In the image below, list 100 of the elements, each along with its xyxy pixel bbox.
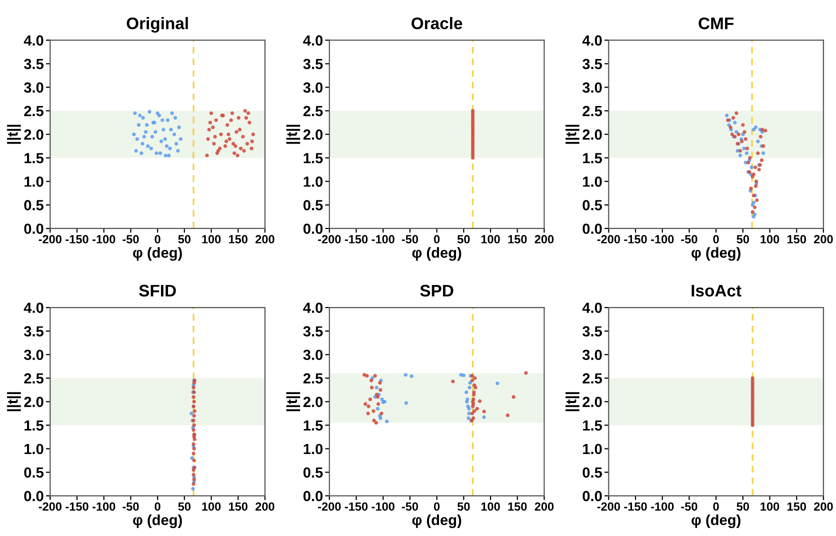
y-tick-label: 0.5: [24, 200, 44, 210]
y-tick-label: 1.0: [583, 444, 602, 454]
y-tick-label: 1.5: [304, 420, 323, 431]
x-tick-label: -200: [597, 502, 620, 511]
y-axis-title: ||t||: [7, 124, 21, 144]
y-tick-label: 2.0: [24, 396, 44, 408]
x-tick-label: -50: [681, 235, 698, 244]
y-tick-label: 2.5: [582, 373, 602, 384]
y-tick-label: 3.0: [582, 350, 602, 360]
y-tick-label: 0.0: [24, 224, 44, 234]
x-tick-label: 50: [736, 235, 749, 244]
x-tick-label: -100: [651, 502, 674, 511]
y-tick-label: 2.0: [303, 396, 323, 408]
y-tick-label: 3.5: [303, 58, 323, 70]
y-tick-label: 3.0: [303, 82, 323, 93]
y-tick-label: 2.5: [303, 106, 323, 116]
chart-title: SPD: [420, 284, 454, 297]
x-axis-title: φ (deg): [692, 514, 740, 528]
chart-title: Oracle: [412, 17, 462, 30]
y-tick-label: 1.5: [583, 420, 602, 431]
x-tick-label: 150: [508, 235, 527, 244]
x-tick-label: 50: [457, 502, 470, 511]
x-tick-label: 200: [814, 235, 833, 244]
y-tick-label: 3.5: [582, 326, 602, 337]
x-axis-title: φ (deg): [133, 247, 182, 261]
x-axis-title: φ (deg): [412, 514, 462, 528]
x-tick-label: 150: [788, 235, 806, 244]
x-tick-label: -50: [402, 235, 418, 244]
y-tick-label: 3.5: [24, 326, 44, 337]
y-tick-label: 1.0: [583, 176, 602, 187]
y-tick-label: 1.0: [304, 444, 323, 454]
y-axis-title: ||t||: [566, 124, 580, 144]
y-tick-label: 3.0: [303, 350, 323, 360]
x-tick-label: -150: [344, 235, 368, 244]
x-tick-label: 100: [760, 502, 780, 511]
x-tick-label: 200: [534, 502, 554, 511]
y-tick-label: 1.0: [24, 444, 44, 454]
x-tick-label: -150: [624, 235, 647, 244]
x-axis-title: φ (deg): [133, 514, 182, 528]
x-tick-label: 0: [434, 502, 440, 511]
x-tick-label: 100: [202, 235, 221, 244]
x-tick-label: -100: [651, 235, 674, 244]
y-tick-label: 4.0: [303, 302, 323, 313]
x-tick-label: 0: [154, 502, 160, 511]
y-tick-label: 0.5: [24, 467, 44, 478]
chart-title: SFID: [139, 284, 176, 297]
x-tick-label: 200: [534, 235, 554, 244]
x-tick-label: 150: [229, 502, 248, 511]
x-tick-label: -200: [38, 502, 62, 511]
y-tick-label: 0.0: [582, 224, 602, 234]
y-tick-label: 0.0: [303, 224, 323, 234]
y-tick-label: 2.5: [303, 373, 323, 384]
y-tick-label: 0.5: [582, 200, 602, 210]
y-tick-label: 4.0: [24, 35, 44, 46]
y-axis-title: ||t||: [566, 392, 580, 412]
y-axis-title: ||t||: [286, 392, 300, 412]
x-tick-label: -50: [681, 502, 698, 511]
y-tick-label: 0.5: [582, 467, 602, 478]
y-tick-label: 0.5: [303, 200, 323, 210]
y-tick-label: 0.0: [303, 490, 323, 502]
x-tick-label: -150: [66, 235, 88, 244]
x-tick-label: 100: [481, 235, 500, 244]
x-tick-label: 0: [434, 235, 440, 244]
x-tick-label: 0: [713, 502, 719, 511]
y-tick-label: 3.5: [582, 58, 602, 70]
x-tick-label: -200: [318, 502, 341, 511]
x-tick-label: 200: [256, 502, 274, 511]
x-tick-label: -200: [318, 235, 341, 244]
y-axis-title: ||t||: [286, 124, 300, 144]
x-tick-label: 100: [202, 502, 221, 511]
x-tick-label: -50: [122, 502, 139, 511]
y-tick-label: 1.5: [304, 153, 323, 164]
y-tick-label: 4.0: [582, 302, 602, 313]
y-tick-label: 4.0: [24, 302, 44, 313]
y-tick-label: 4.0: [582, 35, 602, 46]
x-tick-label: -200: [38, 235, 62, 244]
x-axis-title: φ (deg): [412, 247, 462, 261]
x-tick-label: 50: [178, 502, 190, 511]
x-tick-label: 150: [508, 502, 527, 511]
y-tick-label: 0.0: [582, 490, 602, 502]
chart-title: CMF: [698, 17, 734, 30]
x-tick-label: -100: [372, 502, 394, 511]
x-tick-label: -50: [402, 502, 418, 511]
y-tick-label: 3.0: [582, 82, 602, 93]
y-tick-label: 2.0: [24, 129, 44, 140]
x-tick-label: -150: [66, 502, 88, 511]
y-tick-label: 2.0: [582, 129, 602, 140]
y-tick-label: 2.0: [303, 129, 323, 140]
x-tick-label: -50: [122, 235, 139, 244]
x-tick-label: 200: [814, 502, 833, 511]
x-tick-label: 150: [788, 502, 806, 511]
y-tick-label: 0.0: [24, 490, 44, 502]
x-tick-label: 0: [713, 235, 719, 244]
x-tick-label: 50: [178, 235, 190, 244]
x-tick-label: -100: [372, 235, 394, 244]
y-tick-label: 1.0: [304, 176, 323, 187]
y-tick-label: 1.0: [24, 176, 44, 187]
x-tick-label: -150: [624, 502, 647, 511]
y-tick-label: 3.5: [303, 326, 323, 337]
x-tick-label: -100: [92, 502, 116, 511]
